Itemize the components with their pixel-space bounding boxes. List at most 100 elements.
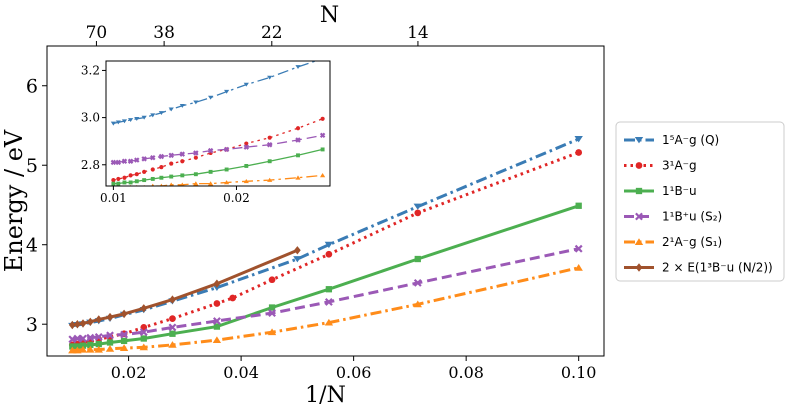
inset-series-1bu-point [128, 180, 133, 185]
main-series-group [68, 136, 583, 354]
inset-series-1bu-point [111, 181, 116, 186]
series-s2-point [139, 328, 148, 337]
inset-series-s1-point [169, 182, 174, 186]
series-1bu-point [69, 343, 76, 350]
series-2xe-point [68, 320, 76, 330]
series-q-point [574, 136, 583, 143]
series-1bu-point [575, 202, 582, 209]
inset-series-3ag-point [180, 159, 185, 164]
series-s1-point [267, 328, 277, 336]
inset-series-q-point [267, 75, 273, 80]
series-1bu-point [414, 255, 421, 263]
series-s1-point [168, 341, 177, 348]
inset-series-3ag-point [169, 161, 174, 166]
inset-series-q-point [295, 65, 301, 69]
series-2xe-point [95, 315, 103, 324]
inset-series-s1-point [151, 183, 155, 186]
inset-series-s1-point [193, 181, 199, 186]
inset-series-q-point [224, 89, 230, 94]
series-1bu-point [325, 286, 333, 293]
inset-plot: 0.01 0.02 2.8 3.0 3.2 [81, 60, 331, 205]
inset-series-1bu-point [224, 167, 229, 172]
inset-x-tick-label: 0.01 [100, 191, 127, 205]
legend: 1⁵A⁻g (Q) 3¹A⁻g 1¹B⁻u 1¹B⁺u (S₂) 2¹A⁻g (S₁) 2… [615, 121, 785, 282]
legend-marker-1bu [635, 187, 643, 195]
series-3ag-point [325, 250, 333, 258]
inset-series-q-point [134, 116, 140, 121]
inset-series-1bu-point [296, 153, 300, 158]
inset-series-group [110, 61, 326, 186]
series-s2-point [86, 333, 95, 342]
legend-label-s2: 1¹B⁺u (S₂) [662, 210, 722, 224]
legend-marker-s2 [635, 212, 643, 221]
inset-series-s2-point [207, 147, 214, 154]
series-s1-point [86, 345, 95, 353]
inset-series-3ag-point [150, 167, 155, 172]
inset-series-s2-point [158, 153, 165, 160]
top-x-tick-label: 14 [407, 23, 429, 43]
series-3ag-point [414, 209, 422, 217]
legend-box [615, 121, 785, 282]
series-2xe-point [74, 320, 81, 329]
inset-frame [105, 60, 331, 187]
legend-label-s1: 2¹A⁻g (S₁) [662, 235, 722, 249]
inset-series-s1-point [224, 180, 230, 185]
inset-series-q-point [110, 121, 116, 126]
series-s2-point [120, 330, 129, 339]
series-2xe-point [86, 317, 94, 327]
main-frame [46, 45, 605, 357]
top-x-tick-label: 22 [261, 23, 283, 43]
inset-series-q-point [179, 103, 185, 108]
x-axis-label: 1/N [305, 383, 346, 408]
series-s2-point [106, 331, 114, 340]
inset-background [106, 61, 330, 186]
inset-series-s1-point [295, 175, 301, 180]
inset-series-s1-point [159, 183, 163, 186]
legend-label-2xe: 2 × E(1³B⁻u (N/2)) [662, 261, 773, 275]
inset-series-q-point [208, 95, 214, 100]
x-tick-label: 0.06 [336, 363, 372, 382]
series-s1-point [139, 343, 148, 351]
top-x-tick-label: 70 [86, 23, 108, 43]
series-3ag-point [575, 149, 583, 156]
series-s2-point [212, 317, 221, 325]
inset-x-tick-label: 0.02 [223, 191, 250, 205]
inset-series-s2-point [243, 144, 250, 150]
series-s2-point [94, 332, 103, 341]
series-s1-point [413, 300, 422, 308]
series-1bu-point [95, 340, 102, 348]
inset-series-s2-point [266, 141, 273, 148]
x-tick-label: 0.10 [561, 363, 597, 382]
inset-series-s2-point [121, 158, 128, 164]
x-tick-label: 0.04 [223, 363, 259, 382]
series-3ag-point [268, 276, 276, 284]
inset-series-1bu-point [169, 174, 174, 179]
legend-label-q: 1⁵A⁻g (Q) [662, 133, 719, 147]
series-3ag-point [213, 300, 221, 307]
series-2xe-point [79, 319, 87, 328]
inset-series-s2-point [115, 159, 122, 166]
inset-series-3ag-point [159, 165, 164, 170]
series-s2-point [268, 309, 276, 318]
series-3ag-point [229, 294, 237, 302]
inset-series-q-point [193, 100, 199, 105]
inset-series-s1-point [180, 182, 185, 186]
inset-series-s2-point [110, 159, 117, 166]
series-1bu-point [213, 323, 221, 330]
series-2xe-point [169, 295, 176, 304]
series-s1-point [119, 344, 129, 351]
legend-marker-q [634, 137, 644, 144]
series-1bu-point [268, 304, 276, 311]
series-2xe-point [106, 312, 114, 322]
series-s2-point [324, 298, 333, 306]
inset-series-1bu-point [320, 147, 325, 152]
inset-series-q-point [141, 115, 147, 120]
series-s1-point [212, 336, 222, 344]
series-1bu-point [106, 339, 114, 346]
inset-series-3ag-point [111, 178, 116, 183]
inset-series-3ag-point [116, 176, 121, 182]
series-s1-point [574, 263, 583, 271]
y-tick-label: 3 [26, 314, 38, 336]
series-1bu-point [169, 330, 176, 337]
inset-series-q-point [168, 107, 174, 112]
